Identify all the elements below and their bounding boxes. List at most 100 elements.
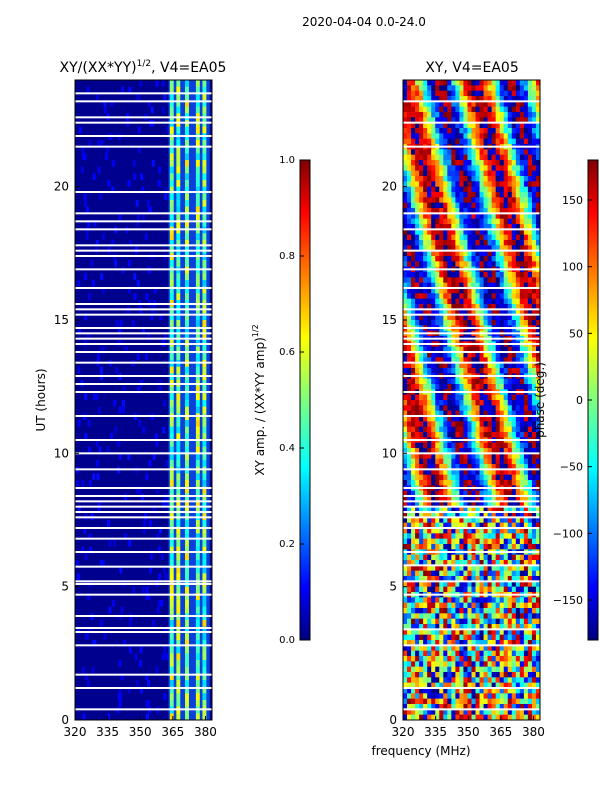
phase-cell — [431, 149, 436, 155]
phase-cell — [439, 170, 444, 177]
phase-cell — [407, 112, 412, 118]
phase-cell — [415, 288, 420, 294]
phase-cell — [491, 186, 496, 193]
phase-cell — [519, 357, 525, 363]
phase-cell — [523, 202, 529, 209]
amp-cell — [169, 453, 174, 461]
phase-cell — [435, 528, 440, 534]
phase-cell — [411, 682, 416, 689]
amp-cell — [169, 506, 174, 514]
phase-cell — [459, 261, 464, 267]
phase-cell — [487, 666, 492, 673]
flagged-row — [403, 391, 540, 393]
phase-cell — [451, 288, 456, 294]
phase-cell — [507, 309, 513, 315]
phase-cell — [411, 640, 416, 646]
amp-cell — [169, 240, 174, 247]
phase-cell — [495, 250, 501, 257]
amp-cell — [141, 186, 145, 194]
phase-cell — [415, 80, 420, 86]
phase-cell — [535, 112, 541, 118]
amp-cell — [176, 473, 181, 481]
phase-cell — [431, 346, 436, 353]
phase-cell — [443, 106, 448, 113]
phase-cell — [443, 128, 448, 134]
amp-cell — [202, 193, 207, 201]
phase-cell — [535, 666, 541, 673]
phase-cell — [519, 560, 525, 566]
phase-cell — [423, 272, 428, 278]
flagged-row — [75, 303, 212, 305]
amp-cell — [176, 680, 181, 687]
phase-cell — [471, 154, 476, 161]
phase-cell — [515, 352, 521, 358]
phase-cell — [447, 416, 452, 422]
phase-cell — [471, 80, 476, 86]
amp-cell — [195, 700, 200, 707]
phase-cell — [447, 138, 452, 145]
phase-cell — [503, 682, 509, 689]
phase-cell — [467, 90, 472, 97]
amp-cell — [195, 440, 200, 447]
phase-cell — [427, 181, 432, 187]
phase-cell — [479, 666, 484, 673]
phase-cell — [535, 352, 541, 358]
phase-cell — [455, 122, 460, 129]
phase-cell — [439, 186, 444, 193]
phase-cell — [463, 117, 468, 123]
amp-cell — [202, 173, 207, 181]
phase-cell — [439, 506, 444, 513]
phase-cell — [435, 672, 440, 678]
phase-cell — [411, 421, 416, 427]
phase-cell — [515, 474, 521, 481]
flagged-row — [403, 332, 540, 335]
amp-cell — [145, 713, 149, 720]
phase-cell — [511, 496, 517, 502]
phase-cell — [495, 106, 501, 113]
phase-cell — [447, 106, 452, 113]
amp-cell — [176, 480, 181, 487]
flagged-row — [75, 487, 212, 489]
phase-cell — [447, 677, 452, 683]
phase-cell — [479, 586, 484, 593]
amp-cell — [77, 506, 81, 514]
phase-cell — [407, 421, 412, 427]
phase-cell — [467, 346, 472, 353]
phase-cell — [535, 661, 541, 667]
phase-cell — [487, 165, 492, 171]
phase-cell — [415, 117, 420, 123]
phase-cell — [523, 245, 529, 251]
phase-cell — [483, 634, 488, 641]
phase-cell — [495, 533, 501, 539]
phase-cell — [523, 346, 529, 353]
flagged-row — [403, 268, 540, 271]
phase-cell — [491, 298, 496, 305]
phase-cell — [435, 256, 440, 262]
phase-cell — [415, 160, 420, 166]
phase-cell — [423, 154, 428, 161]
phase-cell — [443, 416, 448, 422]
phase-cell — [419, 165, 424, 171]
phase-cell — [415, 229, 420, 235]
flagged-row — [75, 383, 212, 385]
phase-cell — [419, 661, 424, 667]
phase-cell — [523, 117, 529, 123]
phase-cell — [427, 554, 432, 561]
phase-cell — [487, 560, 492, 566]
phase-cell — [427, 650, 432, 657]
phase-cell — [487, 538, 492, 545]
phase-cell — [431, 416, 436, 422]
phase-cell — [515, 133, 521, 139]
phase-cell — [403, 314, 408, 321]
phase-cell — [463, 656, 468, 662]
phase-cell — [411, 629, 416, 635]
phase-cell — [455, 250, 460, 257]
phase-cell — [511, 208, 517, 214]
phase-cell — [459, 448, 464, 454]
phase-cell — [483, 618, 488, 625]
phase-cell — [459, 672, 464, 678]
phase-cell — [427, 128, 432, 134]
phase-cell — [411, 90, 416, 97]
amp-cell — [195, 200, 200, 207]
phase-cell — [511, 133, 517, 139]
